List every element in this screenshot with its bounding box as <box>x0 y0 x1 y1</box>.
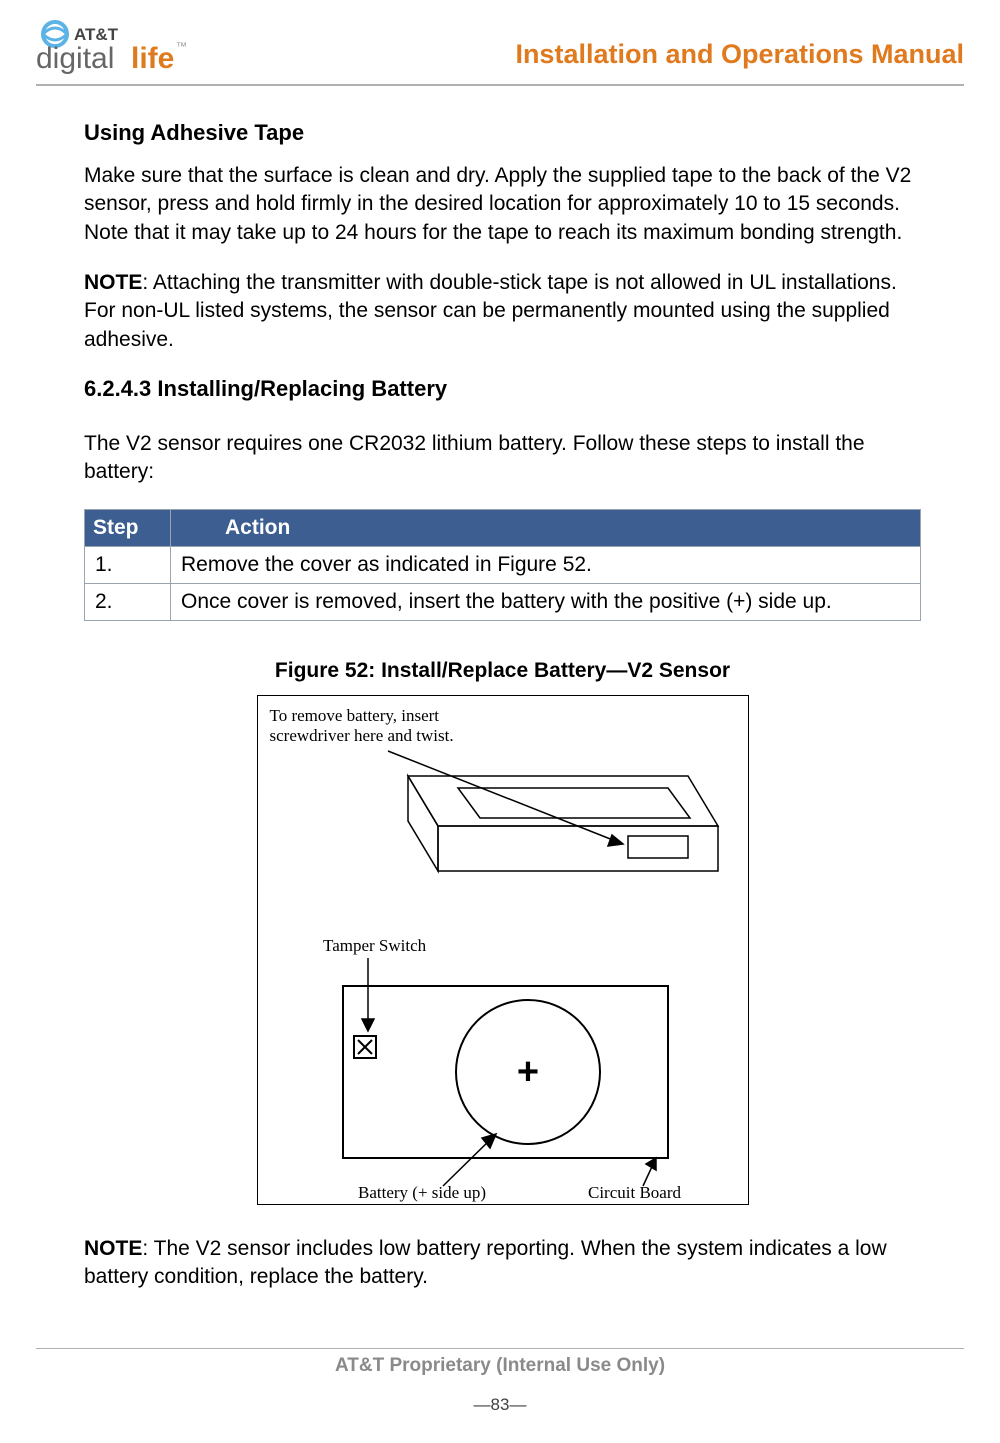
page-footer: AT&T Proprietary (Internal Use Only) —83… <box>36 1348 964 1415</box>
att-digitallife-logo: AT&T digital life ™ <box>36 20 256 76</box>
figure-52: To remove battery, insert screwdriver he… <box>257 695 749 1205</box>
label-battery: Battery (+ side up) <box>358 1183 486 1202</box>
note-body: : Attaching the transmitter with double-… <box>84 271 897 351</box>
callout-remove-battery: To remove battery, insert screwdriver he… <box>270 706 454 747</box>
figure-wrap: To remove battery, insert screwdriver he… <box>84 695 921 1205</box>
svg-text:™: ™ <box>176 41 187 53</box>
note-label: NOTE <box>84 271 142 294</box>
heading-installing-battery: 6.2.4.3 Installing/Replacing Battery <box>84 376 921 402</box>
label-circuit-board: Circuit Board <box>588 1183 682 1202</box>
figure-caption: Figure 52: Install/Replace Battery—V2 Se… <box>84 659 921 683</box>
note-ul-installations: NOTE: Attaching the transmitter with dou… <box>84 269 921 354</box>
cell-action: Once cover is removed, insert the batter… <box>171 583 921 620</box>
battery-plus: + <box>516 1051 538 1093</box>
logo-digital-text: digital <box>36 42 114 75</box>
footer-proprietary: AT&T Proprietary (Internal Use Only) <box>36 1355 964 1377</box>
figure-svg: Tamper Switch + <box>258 696 750 1206</box>
cell-step: 1. <box>85 546 171 583</box>
table-row: 2. Once cover is removed, insert the bat… <box>85 583 921 620</box>
page-content: Using Adhesive Tape Make sure that the s… <box>36 120 964 1291</box>
page-header: AT&T digital life ™ Installation and Ope… <box>36 20 964 86</box>
para-battery-intro: The V2 sensor requires one CR2032 lithiu… <box>84 430 921 487</box>
col-header-step: Step <box>85 509 171 546</box>
page-number: —83— <box>36 1395 964 1415</box>
steps-table: Step Action 1. Remove the cover as indic… <box>84 509 921 621</box>
cell-action: Remove the cover as indicated in Figure … <box>171 546 921 583</box>
heading-adhesive-tape: Using Adhesive Tape <box>84 120 921 146</box>
para-adhesive-instructions: Make sure that the surface is clean and … <box>84 162 921 247</box>
col-header-action: Action <box>171 509 921 546</box>
logo-life-text: life <box>131 42 174 75</box>
note-low-battery: NOTE: The V2 sensor includes low battery… <box>84 1235 921 1292</box>
table-row: 1. Remove the cover as indicated in Figu… <box>85 546 921 583</box>
label-tamper-switch: Tamper Switch <box>323 936 427 955</box>
manual-title: Installation and Operations Manual <box>515 39 964 76</box>
cell-step: 2. <box>85 583 171 620</box>
note-label-2: NOTE <box>84 1237 142 1260</box>
note-body-2: : The V2 sensor includes low battery rep… <box>84 1237 887 1288</box>
